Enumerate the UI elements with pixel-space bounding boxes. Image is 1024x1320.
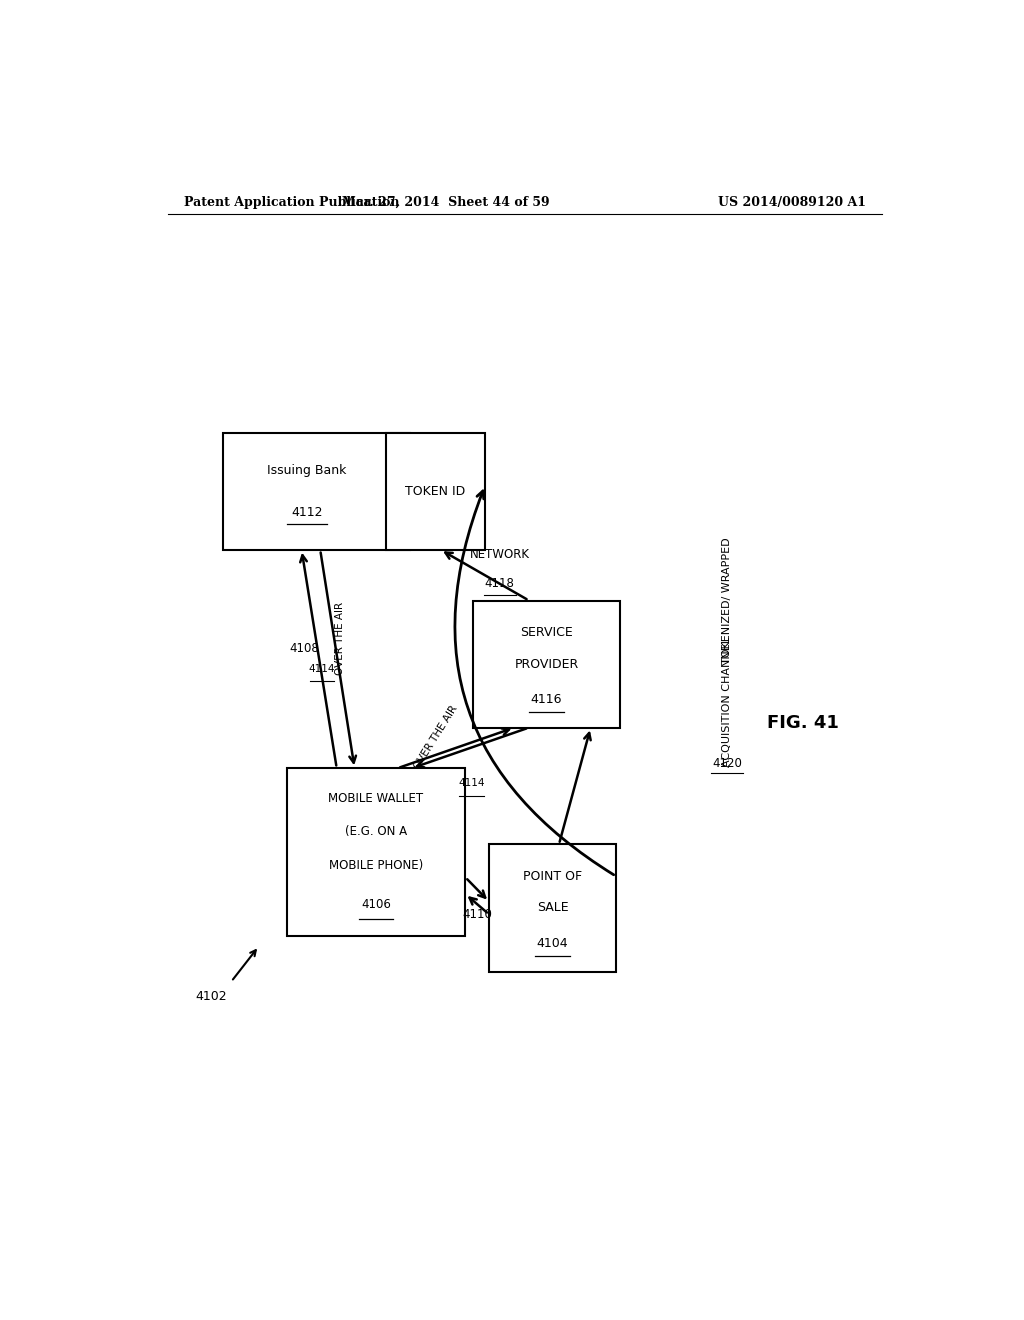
Text: TOKENIZED/ WRAPPED: TOKENIZED/ WRAPPED: [722, 537, 732, 664]
Bar: [287, 768, 465, 936]
Text: 4120: 4120: [713, 756, 742, 770]
Text: TOKEN ID: TOKEN ID: [406, 484, 466, 498]
Text: 4104: 4104: [537, 937, 568, 950]
Text: 4112: 4112: [292, 506, 323, 519]
Text: MOBILE WALLET: MOBILE WALLET: [329, 792, 424, 805]
Bar: [473, 601, 621, 727]
Text: US 2014/0089120 A1: US 2014/0089120 A1: [718, 195, 866, 209]
Text: SALE: SALE: [537, 902, 568, 915]
Text: OVER THE AIR: OVER THE AIR: [413, 704, 460, 771]
Text: POINT OF: POINT OF: [523, 870, 582, 883]
Text: 4116: 4116: [530, 693, 562, 706]
Text: 4106: 4106: [361, 898, 391, 911]
Text: SERVICE: SERVICE: [520, 626, 573, 639]
Text: (E.G. ON A: (E.G. ON A: [345, 825, 408, 838]
Text: 4110: 4110: [462, 908, 493, 921]
Text: Issuing Bank: Issuing Bank: [267, 463, 347, 477]
Text: 4114: 4114: [459, 779, 485, 788]
Text: 4108: 4108: [290, 643, 319, 655]
Bar: [223, 433, 410, 549]
Text: 4118: 4118: [484, 577, 515, 590]
Text: ACQUISITION CHANNEL: ACQUISITION CHANNEL: [722, 638, 732, 767]
Text: MOBILE PHONE): MOBILE PHONE): [329, 859, 423, 873]
Text: Patent Application Publication: Patent Application Publication: [183, 195, 399, 209]
Text: FIG. 41: FIG. 41: [767, 714, 839, 731]
Text: 4114: 4114: [309, 664, 335, 675]
Text: 4102: 4102: [196, 990, 227, 1003]
Text: NETWORK: NETWORK: [470, 548, 529, 561]
Bar: [386, 433, 485, 549]
Text: PROVIDER: PROVIDER: [514, 657, 579, 671]
Text: OVER THE AIR: OVER THE AIR: [335, 602, 345, 676]
Bar: [489, 845, 616, 972]
Text: Mar. 27, 2014  Sheet 44 of 59: Mar. 27, 2014 Sheet 44 of 59: [342, 195, 549, 209]
